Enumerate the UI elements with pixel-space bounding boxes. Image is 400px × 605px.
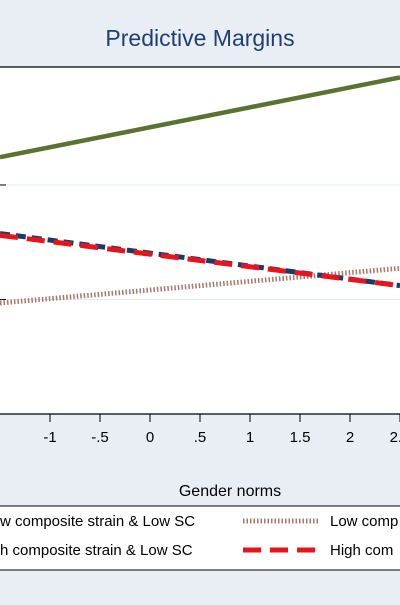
- x-tick-label: -.5: [91, 429, 109, 446]
- legend-label: w composite strain & Low SC: [0, 513, 195, 530]
- legend-label: High com: [330, 542, 393, 559]
- legend-label: h composite strain & Low SC: [0, 542, 193, 559]
- x-tick-label: 2.5: [390, 429, 400, 446]
- series-line-2: [0, 232, 400, 289]
- series-line-3: [0, 265, 400, 306]
- x-tick-label: 2: [346, 429, 354, 446]
- series-line-0: [0, 75, 400, 160]
- x-axis-label: Gender norms: [179, 483, 281, 500]
- legend-box: [0, 505, 400, 571]
- x-tick-label: .5: [194, 429, 207, 446]
- legend-label: Low comp: [330, 513, 398, 530]
- chart-title: Predictive Margins: [105, 25, 294, 51]
- x-tick-label: 1: [246, 429, 254, 446]
- x-tick-label: 1.5: [290, 429, 311, 446]
- x-tick-label: -1: [43, 429, 56, 446]
- x-tick-label: 0: [146, 429, 154, 446]
